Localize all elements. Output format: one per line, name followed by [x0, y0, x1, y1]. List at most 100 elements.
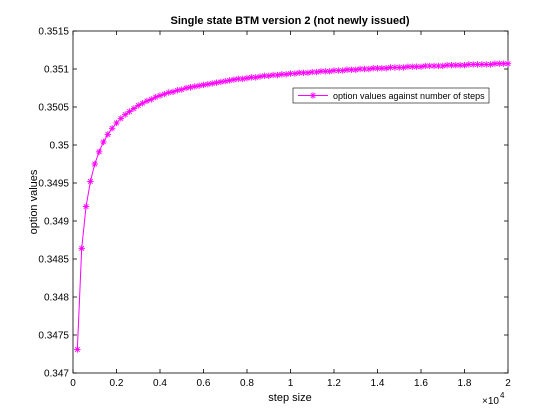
y-tick-label: 0.35 — [50, 141, 70, 152]
data-point — [330, 67, 338, 74]
data-point — [378, 65, 386, 72]
x-tick-label: 0.2 — [110, 378, 124, 389]
data-point — [269, 71, 277, 79]
y-axis: 0.347 0.3475 0.348 0.3485 0.349 0.3495 0.35 0.3… — [38, 27, 508, 380]
y-tick-label: 0.3485 — [38, 255, 69, 266]
x-tick-label: 1.8 — [458, 378, 472, 389]
series-layer — [74, 60, 512, 353]
data-point — [296, 69, 303, 76]
data-point — [417, 63, 425, 70]
y-tick-label: 0.3475 — [38, 331, 69, 342]
x-axis-label: step size — [268, 392, 311, 404]
data-point — [461, 62, 468, 69]
data-point — [78, 245, 85, 252]
data-point — [230, 76, 238, 83]
data-point — [113, 119, 120, 127]
data-point — [278, 71, 285, 78]
data-point — [74, 346, 81, 353]
data-point — [187, 84, 194, 91]
data-point — [282, 71, 290, 78]
y-tick-label: 0.348 — [44, 293, 69, 304]
data-point — [222, 77, 229, 85]
y-tick-label: 0.3515 — [38, 27, 69, 38]
x-tick-label: 2 — [505, 378, 511, 389]
data-point — [274, 71, 281, 79]
data-point — [304, 69, 312, 76]
data-point — [291, 70, 299, 77]
data-point — [348, 66, 355, 73]
y-tick-label: 0.347 — [44, 369, 69, 380]
data-point — [204, 81, 212, 88]
data-point — [352, 66, 359, 73]
data-point — [487, 61, 494, 68]
legend-box — [292, 87, 490, 104]
x-tick-label: 0 — [70, 378, 76, 389]
data-point — [504, 60, 512, 67]
data-point — [213, 79, 220, 86]
data-point — [226, 77, 233, 84]
data-point — [265, 72, 272, 80]
x-tick-label: 1 — [288, 378, 294, 389]
data-point — [182, 84, 190, 92]
y-axis-label: option values — [28, 169, 40, 234]
data-point — [422, 62, 429, 70]
data-point — [243, 74, 251, 82]
x-exponent-power: 4 — [500, 391, 505, 400]
data-point — [239, 75, 246, 83]
data-point — [143, 97, 151, 105]
data-point — [339, 67, 346, 74]
chart-title: Single state BTM version 2 (not newly is… — [171, 15, 410, 27]
x-tick-label: 0.6 — [197, 378, 211, 389]
data-point — [313, 68, 320, 76]
data-point — [135, 102, 142, 109]
data-point — [439, 62, 446, 70]
plot-area — [72, 30, 509, 374]
data-point — [191, 83, 198, 90]
data-point — [200, 81, 207, 89]
x-tick-label: 1.2 — [327, 378, 341, 389]
data-point — [82, 203, 90, 210]
data-point — [252, 74, 259, 81]
legend-marker — [309, 92, 317, 99]
y-tick-label: 0.351 — [44, 65, 69, 76]
data-point — [383, 65, 390, 72]
data-point — [117, 115, 125, 122]
data-point — [100, 138, 107, 146]
data-point — [326, 68, 333, 75]
y-tick-label: 0.3495 — [38, 179, 69, 190]
data-point — [195, 82, 203, 89]
y-tick-label: 0.349 — [44, 217, 69, 228]
legend-asterisk — [309, 92, 317, 99]
data-point — [126, 108, 133, 115]
x-exponent-multiplier: ×10 — [482, 396, 499, 407]
data-point — [217, 78, 225, 86]
x-tick-label: 1.4 — [371, 378, 385, 389]
data-point — [174, 87, 181, 94]
data-point — [87, 178, 94, 185]
data-point — [91, 160, 98, 168]
x-tick-label: 1.6 — [414, 378, 428, 389]
data-point — [435, 62, 442, 70]
data-point — [365, 65, 372, 73]
data-point — [491, 60, 499, 67]
data-point — [130, 105, 138, 112]
data-point — [343, 66, 351, 73]
data-point — [95, 148, 103, 156]
data-point — [474, 61, 481, 68]
y-tick-label: 0.3505 — [38, 103, 69, 114]
data-point — [209, 80, 216, 87]
data-point — [256, 73, 264, 80]
data-point — [122, 111, 129, 118]
legend: option values against number of steps — [292, 87, 490, 104]
data-point — [104, 131, 111, 138]
data-point — [400, 64, 407, 71]
data-point — [108, 125, 116, 132]
data-point — [165, 89, 172, 96]
x-tick-label: 0.4 — [153, 378, 167, 389]
x-tick-label: 0.8 — [240, 378, 254, 389]
data-point — [261, 72, 268, 80]
data-point — [300, 69, 307, 76]
x-axis: 0 0.2 0.4 0.6 0.8 1 1.2 1.4 1.6 1.8 2 — [70, 31, 511, 389]
legend-entry-text: option values against number of steps — [333, 91, 485, 101]
